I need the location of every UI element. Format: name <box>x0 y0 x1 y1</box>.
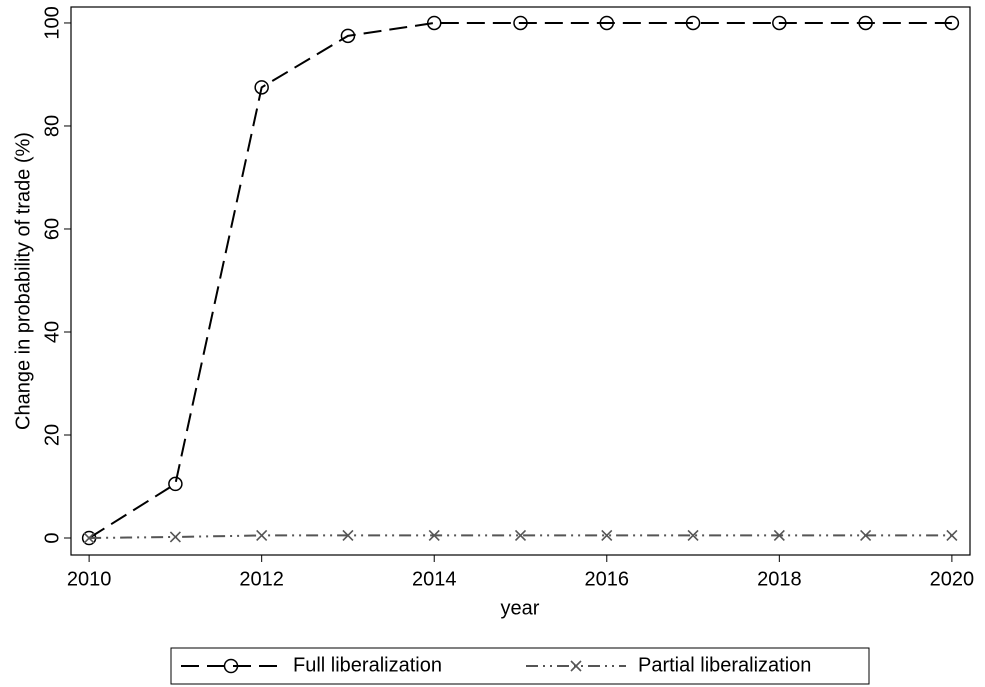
marker <box>687 529 699 541</box>
legend-label: Partial liberalization <box>638 654 811 676</box>
marker <box>254 80 269 95</box>
y-tick-label: 0 <box>41 532 63 543</box>
y-tick-label: 20 <box>41 424 63 446</box>
marker <box>772 15 787 31</box>
marker <box>169 531 181 543</box>
marker <box>685 15 701 31</box>
x-tick-label: 2020 <box>930 568 975 590</box>
series-line <box>88 21 952 539</box>
marker <box>342 529 354 541</box>
x-axis-title: year <box>501 597 540 619</box>
marker <box>340 28 356 44</box>
marker <box>860 529 872 541</box>
marker <box>570 660 582 672</box>
x-tick-label: 2018 <box>757 568 802 590</box>
marker <box>168 476 183 492</box>
marker <box>599 15 615 31</box>
marker <box>256 529 268 541</box>
marker <box>601 529 613 541</box>
marker <box>946 529 958 541</box>
marker <box>428 529 440 541</box>
plot-frame <box>70 6 971 556</box>
marker <box>944 15 960 31</box>
marker <box>514 529 527 541</box>
x-tick-label: 2012 <box>239 568 284 590</box>
series-line <box>89 534 952 540</box>
y-tick-label: 80 <box>41 115 63 137</box>
y-tick-label: 100 <box>41 6 63 39</box>
x-tick-label: 2014 <box>412 568 457 590</box>
x-tick-label: 2010 <box>67 568 112 590</box>
marker <box>223 658 239 674</box>
x-tick-label: 2016 <box>585 568 630 590</box>
y-tick-label: 60 <box>41 218 63 240</box>
marker <box>83 532 95 544</box>
y-axis-title: Change in probability of trade (%) <box>12 132 34 430</box>
marker <box>773 529 785 541</box>
marker <box>426 15 442 31</box>
y-tick-label: 40 <box>41 321 63 343</box>
legend-label: Full liberalization <box>293 654 442 676</box>
marker <box>858 15 873 31</box>
legend-box <box>170 647 870 685</box>
marker <box>513 15 528 31</box>
